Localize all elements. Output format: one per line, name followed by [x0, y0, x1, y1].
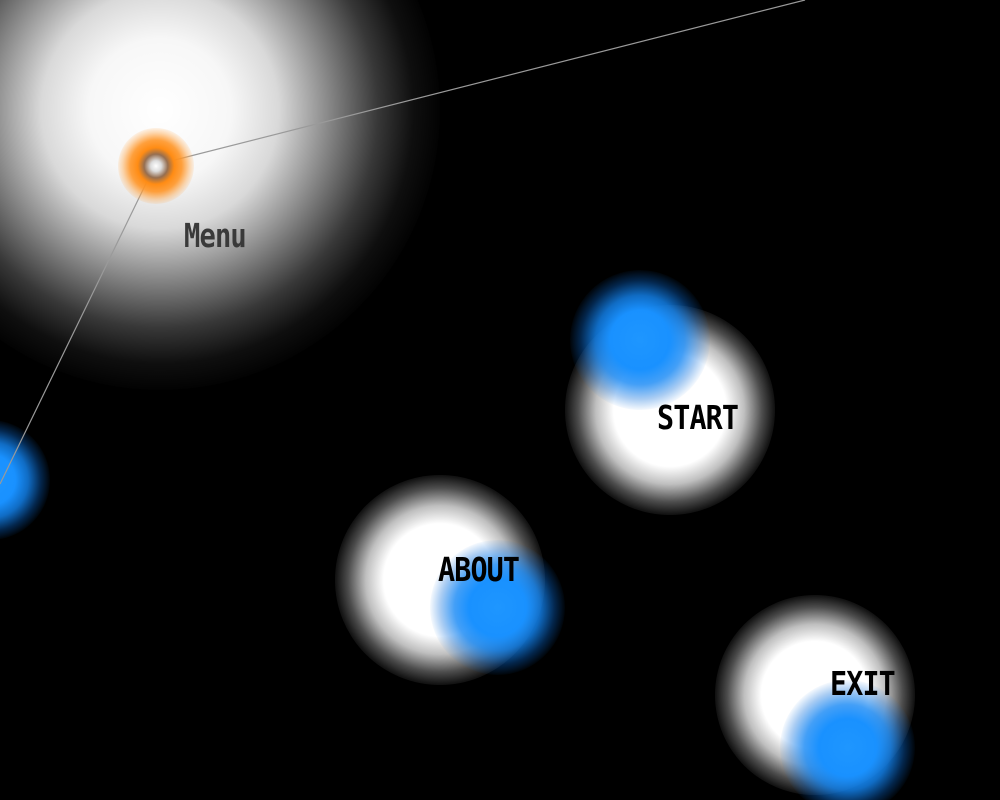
about-button[interactable]: ABOUT [438, 550, 520, 589]
connector-line-top-right [154, 0, 806, 166]
menu-title: Menu [184, 216, 247, 255]
connector-line-left [0, 164, 156, 485]
start-button[interactable]: START [657, 398, 739, 437]
exit-button[interactable]: EXIT [830, 664, 896, 703]
